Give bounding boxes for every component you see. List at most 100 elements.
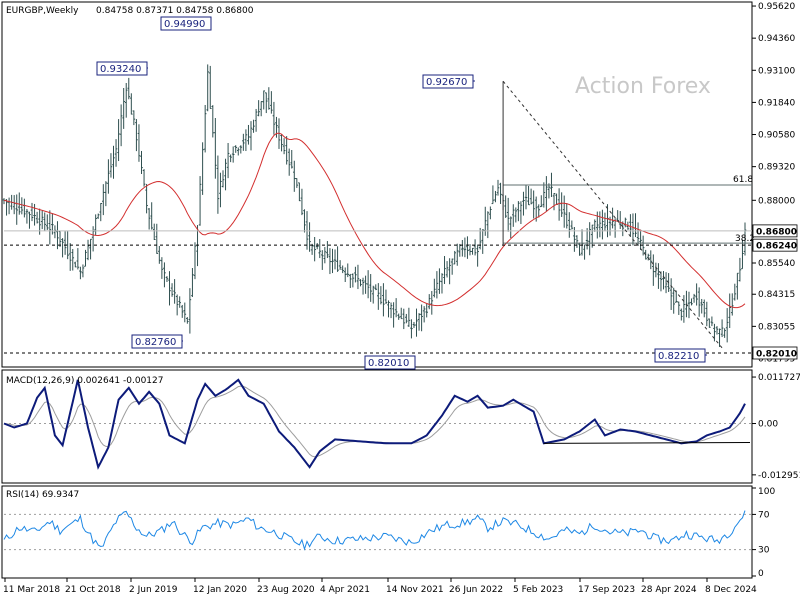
- ohlc-bar: [109, 153, 113, 178]
- ohlc-bar: [532, 190, 535, 219]
- ohlc-bar: [328, 248, 332, 275]
- ohlc-bar: [455, 243, 459, 266]
- ohlc-bar: [494, 190, 497, 203]
- ohlc-bar: [315, 243, 319, 250]
- ohlc-bar: [486, 211, 490, 239]
- ohlc-bar: [56, 221, 59, 250]
- ohlc-bar: [700, 298, 704, 314]
- ohlc-bar: [392, 302, 395, 328]
- ohlc-bar: [208, 65, 212, 110]
- ohlc-bar: [89, 238, 92, 260]
- x-tick-label: 4 Apr 2021: [320, 585, 370, 595]
- ohlc-bar: [509, 216, 513, 239]
- ohlc-bar: [30, 202, 34, 222]
- level-price-tag: 0.86240: [752, 238, 798, 252]
- ohlc-bar: [514, 207, 518, 223]
- ohlc-bar: [539, 195, 543, 208]
- ohlc-bar: [364, 275, 367, 294]
- ohlc-bar: [346, 263, 350, 278]
- ohlc-bar: [430, 291, 434, 315]
- ohlc-bar: [147, 208, 151, 230]
- ohlc-bar: [124, 83, 128, 118]
- ohlc-bar: [300, 188, 304, 216]
- ohlc-bar: [366, 270, 370, 299]
- price-tick-label: 0.83055: [758, 322, 795, 332]
- ohlc-bar: [695, 283, 698, 306]
- price-tick-label: 0.84315: [758, 290, 795, 300]
- symbol-header: EURGBP,Weekly: [6, 6, 79, 16]
- ohlc-bar: [616, 210, 619, 222]
- macd-signal-line: [3, 385, 746, 458]
- ohlc-bar: [229, 154, 232, 163]
- ohlc-bar: [145, 183, 148, 214]
- ohlc-bar: [193, 242, 197, 280]
- rsi-tick-label: 70: [758, 510, 770, 520]
- ohlc-bar: [420, 304, 423, 332]
- ohlc-bar: [458, 243, 462, 257]
- ohlc-bar: [649, 250, 653, 270]
- ohlc-bar: [247, 124, 250, 145]
- ohlc-bar: [2, 198, 6, 205]
- ohlc-bar: [415, 308, 418, 337]
- annotation-label: 0.82010: [368, 358, 409, 369]
- ohlc-bar: [168, 271, 171, 306]
- ohlc-bar: [565, 203, 569, 229]
- ohlc-bar: [214, 118, 217, 179]
- ohlc-bar: [354, 266, 357, 283]
- ohlc-bar: [379, 286, 383, 305]
- ohlc-bar: [682, 295, 686, 323]
- x-tick-label: 26 Jun 2022: [449, 585, 503, 595]
- ohlc-bar: [122, 87, 125, 129]
- ohlc-bar: [450, 258, 454, 275]
- ohlc-bar: [547, 183, 551, 199]
- ohlc-bar: [112, 145, 115, 179]
- price-annotation: 0.92670: [422, 74, 475, 89]
- ohlc-bar: [290, 149, 294, 169]
- ohlc-bar: [397, 313, 400, 320]
- ohlc-bar: [496, 179, 500, 196]
- ohlc-bar: [524, 184, 528, 210]
- x-tick-label: 28 Apr 2024: [641, 585, 697, 595]
- ohlc-bar: [629, 214, 632, 237]
- ohlc-bar: [491, 185, 495, 205]
- rsi-label: RSI(14) 69.9347: [6, 490, 79, 500]
- ohlc-bar: [257, 100, 260, 117]
- ohlc-bar: [71, 249, 75, 271]
- ohlc-bar: [545, 176, 548, 212]
- ohlc-bar: [708, 318, 711, 328]
- ohlc-bar: [323, 246, 327, 264]
- ohlc-bar: [287, 148, 291, 176]
- ohlc-bar: [117, 119, 120, 162]
- ohlc-bar: [114, 139, 118, 167]
- ohlc-bar: [374, 284, 378, 291]
- axis-layer: 0.95620 0.94360 0.93100 0.91840 0.90580 0.893…: [3, 2, 800, 595]
- ohlc-bar: [720, 319, 724, 338]
- ohlc-bar: [677, 301, 681, 315]
- x-tick-label: 2 Jun 2019: [129, 585, 178, 595]
- ohlc-bar: [718, 328, 721, 347]
- ohlc-bar: [692, 293, 696, 303]
- ohlc-bar: [741, 239, 744, 270]
- ohlc-bar: [672, 287, 676, 314]
- price-tick-label: 0.81795: [758, 354, 795, 364]
- ohlc-bar: [542, 182, 546, 208]
- ohlc-bar: [191, 267, 194, 297]
- ohlc-bar: [216, 155, 220, 214]
- price-layer: 61.8 38.2 0.93240 0.94990 0.82760 0.92670 0.82…: [2, 16, 755, 370]
- ohlc-bar: [150, 202, 153, 230]
- price-tick-label: 0.91840: [758, 98, 795, 108]
- ohlc-bar: [186, 317, 189, 324]
- macd-label: MACD(12,26,9) 0.002641 -0.00127: [6, 376, 163, 386]
- rsi-layer: [3, 510, 752, 551]
- ohlc-bar: [165, 276, 169, 283]
- annotation-label: 0.94990: [164, 19, 205, 30]
- x-tick-label: 21 Oct 2018: [65, 585, 121, 595]
- ohlc-bar: [48, 210, 52, 245]
- x-tick-label: 11 Mar 2018: [3, 585, 60, 595]
- ohlc-bar: [517, 201, 520, 222]
- rsi-tick-label: 0: [758, 569, 764, 579]
- ohlc-bar: [298, 182, 301, 202]
- macd-layer: [3, 378, 752, 470]
- ohlc-bar: [606, 204, 609, 238]
- fib-label: 61.8: [733, 175, 753, 185]
